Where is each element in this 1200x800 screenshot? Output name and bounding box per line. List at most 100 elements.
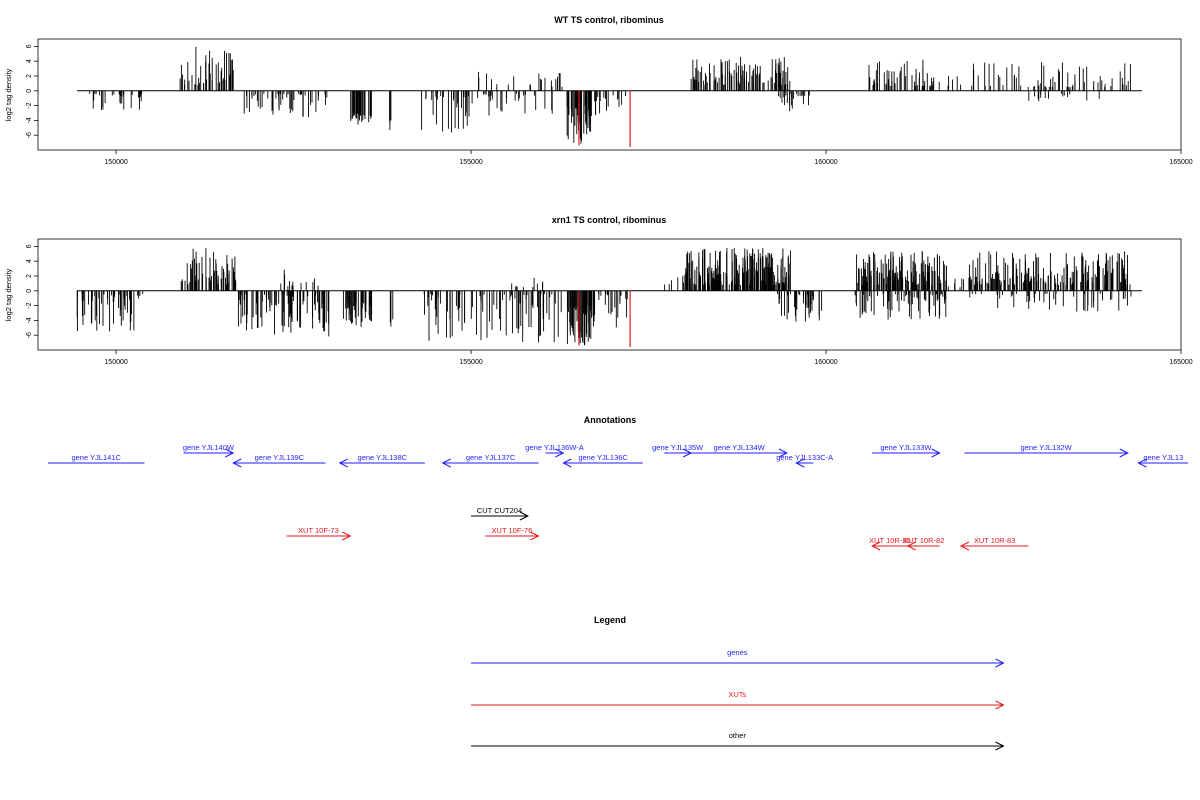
annotation-feature: XUT 10R-82 [903, 536, 945, 551]
legend-entry: other [471, 731, 1005, 751]
annotation-label: gene YJL13 [1143, 453, 1183, 462]
y-tick-label: 0 [26, 289, 33, 293]
legend-arrow-arrowhead [995, 658, 1005, 668]
annotation-label: gene YJL141C [71, 453, 121, 462]
x-tick-label: 165000 [1169, 359, 1192, 366]
annotation-arrow-arrowhead [959, 541, 970, 551]
annotation-arrow-arrowhead [1137, 458, 1147, 468]
density-bars-xrn1 [76, 247, 1132, 346]
x-ticks-wt: 150000 155000 160000 165000 [104, 150, 1193, 166]
annotation-label: XUT 10R-83 [974, 536, 1016, 545]
x-tick-label: 160000 [814, 359, 837, 366]
annotation-label: gene YJL133C-A [776, 453, 833, 462]
annotation-label: CUT CUT204 [477, 506, 522, 515]
highlight-bars-xrn1 [578, 290, 631, 348]
y-ticks-xrn1: 6 4 2 0 -2 -4 -6 [26, 244, 38, 338]
annotation-label: XUT 10F-76 [492, 526, 533, 535]
x-tick-label: 150000 [104, 359, 127, 366]
plot-frame-xrn1 [37, 238, 1182, 351]
annotation-arrow-arrowhead [931, 448, 941, 458]
annotation-label: gene YJL140W [183, 443, 235, 452]
annotation-feature: XUT 10F-73 [286, 526, 352, 541]
annotation-arrow-arrowhead [338, 458, 348, 468]
y-tick-label: 4 [26, 259, 33, 263]
annotation-arrow-arrowhead [225, 448, 235, 458]
annotation-arrow-arrowhead [555, 448, 565, 458]
annotation-arrow-arrowhead [795, 458, 805, 468]
annotation-feature: gene YJL134W [691, 443, 789, 458]
annotation-feature: gene YJL141C [47, 453, 145, 464]
annotation-arrow-arrowhead [778, 448, 789, 458]
annotation-arrow-arrowhead [232, 458, 242, 468]
annotation-feature: gene YJL138C [338, 453, 425, 468]
annotation-feature: gene YJL13 [1137, 453, 1189, 468]
annotation-feature: XUT 10R-83 [959, 536, 1029, 551]
legend-entry: XUTs [471, 690, 1005, 710]
annotation-arrow-arrowhead [906, 541, 916, 551]
annotation-label: gene YJL132W [1021, 443, 1073, 452]
x-tick-label: 160000 [814, 159, 837, 166]
annotation-feature: XUT 10R-80 [869, 536, 911, 551]
annotation-arrow-arrowhead [562, 458, 572, 468]
annotation-label: XUT 10F-73 [298, 526, 339, 535]
annotation-label: gene YJL136W-A [525, 443, 584, 452]
annotation-feature: XUT 10F-76 [485, 526, 540, 541]
y-tick-label: 0 [26, 89, 33, 93]
annotation-label: gene YJL136C [578, 453, 628, 462]
x-tick-label: 155000 [459, 159, 482, 166]
annotation-feature: gene YJL133C-A [776, 453, 833, 468]
track-title-wt: WT TS control, ribominus [554, 15, 664, 25]
annotations-track: Annotations gene YJL141C gene YJL140W gene… [47, 415, 1189, 551]
legend-label: genes [727, 648, 748, 657]
y-tick-label: 2 [26, 274, 33, 278]
annotation-label: gene YJL139C [255, 453, 305, 462]
annotation-arrow-arrowhead [1119, 448, 1129, 458]
annotation-label: gene YJL134W [714, 443, 766, 452]
annotation-arrow-arrowhead [441, 458, 451, 468]
y-tick-label: -4 [26, 317, 33, 323]
y-axis-label-wt: log2 tag density [4, 68, 13, 121]
annotation-arrow-arrowhead [519, 511, 529, 521]
annotation-feature: gene YJL136W-A [525, 443, 584, 458]
annotations-title: Annotations [584, 415, 637, 425]
annotation-feature: gene YJL139C [232, 453, 326, 468]
y-tick-label: -2 [26, 102, 33, 108]
annotation-feature: gene YJL132W [964, 443, 1129, 458]
legend-entries: genes XUTs other [471, 648, 1005, 751]
annotation-arrow-arrowhead [871, 541, 881, 551]
y-axis-label-xrn1: log2 tag density [4, 268, 13, 321]
annotation-label: gene YJL135W [652, 443, 704, 452]
legend: Legend genes XUTs other [471, 615, 1005, 751]
x-tick-label: 150000 [104, 159, 127, 166]
annotation-label: gene YJL133W [880, 443, 932, 452]
annotation-arrow-arrowhead [530, 531, 540, 541]
y-tick-label: -4 [26, 117, 33, 123]
annotation-feature: gene YJL136C [562, 453, 643, 468]
legend-arrow-arrowhead [995, 741, 1005, 751]
legend-arrow-arrowhead [995, 700, 1005, 710]
track-panel-xrn1: xrn1 TS control, ribominus log2 tag dens… [4, 215, 1193, 366]
y-ticks-wt: 6 4 2 0 -2 -4 -6 [26, 44, 38, 138]
y-tick-label: 4 [26, 59, 33, 63]
x-tick-label: 155000 [459, 359, 482, 366]
annotation-label: XUT 10R-82 [903, 536, 945, 545]
annotation-feature: gene YJL135W [652, 443, 704, 458]
highlight-bars-wt [578, 90, 631, 148]
y-tick-label: -6 [26, 132, 33, 138]
y-tick-label: -6 [26, 332, 33, 338]
annotation-feature: CUT CUT204 [471, 506, 529, 521]
legend-label: XUTs [728, 690, 746, 699]
y-tick-label: 6 [26, 44, 33, 48]
legend-entry: genes [471, 648, 1005, 668]
annotation-arrow-arrowhead [342, 531, 352, 541]
track-panel-wt: WT TS control, ribominus log2 tag densit… [4, 15, 1193, 166]
annotation-feature: gene YJL140W [183, 443, 235, 458]
y-tick-label: -2 [26, 302, 33, 308]
legend-label: other [729, 731, 747, 740]
annotation-label: gene YJL137C [466, 453, 516, 462]
annotation-feature: gene YJL137C [441, 453, 539, 468]
plot-frame-wt [37, 38, 1182, 151]
legend-title: Legend [594, 615, 626, 625]
annotation-label: gene YJL138C [358, 453, 408, 462]
